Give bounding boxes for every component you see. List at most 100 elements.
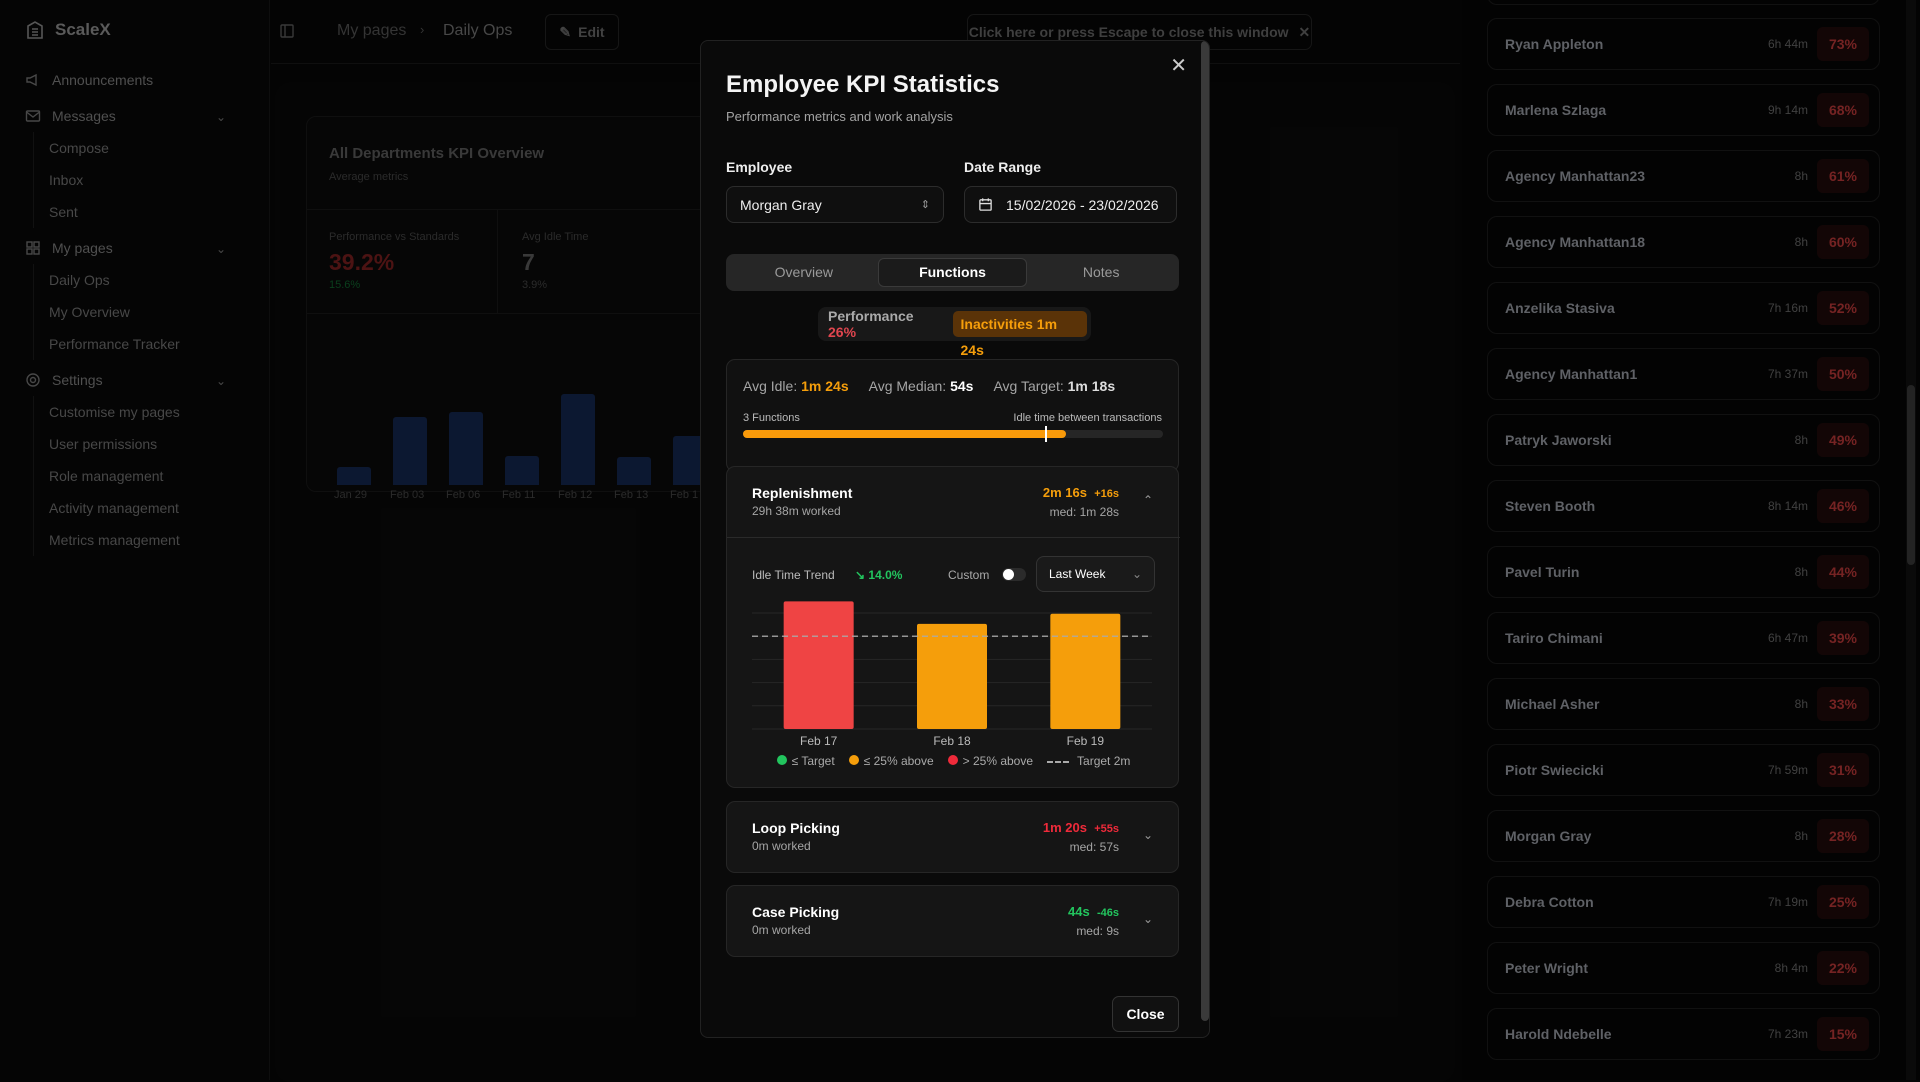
background-bar [561,394,595,485]
sidebar-item-my-overview[interactable]: My Overview [49,304,130,320]
list-item[interactable]: Anzelika Stasiva 7h 16m 52% [1487,282,1880,334]
chart-bar[interactable] [1050,613,1121,729]
performance-badge: 73% [1817,27,1869,61]
divider [33,396,34,556]
kpi-overview-card: All Departments KPI Overview Average met… [306,116,727,501]
close-icon[interactable]: ✕ [1170,55,1187,77]
idle-trend-label: Idle Time Trend [752,568,835,582]
background-bar [449,412,483,485]
function-header[interactable]: Replenishment 29h 38m worked 2m 16s +16s m… [752,485,1153,519]
chevron-down-icon[interactable]: ⌄ [216,110,227,124]
performance-badge: 61% [1817,159,1869,193]
employee-time: 8h [1794,565,1808,579]
view-toggle: Performance 26% Inactivities 1m 24s [818,307,1091,358]
breadcrumb-separator-icon: › [420,22,425,37]
performance-toggle[interactable]: Performance 26% [828,308,914,340]
list-item[interactable]: Agency Manhattan23 8h 61% [1487,150,1880,202]
employee-time: 7h 16m [1767,301,1808,315]
chevron-down-icon[interactable]: ⌄ [216,374,227,388]
function-card-case-picking[interactable]: Case Picking 0m worked 44s -46s med: 9s ⌄ [726,885,1179,957]
employee-name: Morgan Gray [1505,828,1592,844]
sidebar-item-performance-tracker[interactable]: Performance Tracker [49,336,180,352]
sidebar-item-role-management[interactable]: Role management [49,468,164,484]
sidebar-item-inbox[interactable]: Inbox [49,172,84,188]
metric-change: 3.9% [522,279,548,291]
employee-time: 8h [1794,697,1808,711]
list-item[interactable]: Harold Ndebelle 7h 23m 15% [1487,1008,1880,1060]
sidebar-item-activity-management[interactable]: Activity management [49,500,179,516]
inactivities-toggle[interactable]: Inactivities 1m 24s [952,311,1087,358]
calendar-icon [979,198,992,211]
scrollbar-thumb[interactable] [1907,385,1915,565]
chart-bar[interactable] [783,601,854,729]
x-tick-label: Feb 17 [800,734,838,748]
sidebar-item-settings[interactable]: Settings [25,372,103,388]
close-button[interactable]: Close [1112,996,1179,1032]
function-card-loop-picking[interactable]: Loop Picking 0m worked 1m 20s +55s med: 57… [726,801,1179,873]
period-select[interactable]: Last Week ⌄ [1036,556,1155,592]
employee-name: Michael Asher [1505,696,1600,712]
list-item[interactable]: Michael Asher 8h 33% [1487,678,1880,730]
metric-change: 15.6% [329,279,361,291]
list-item[interactable]: Patryk Jaworski 8h 49% [1487,414,1880,466]
sidebar-item-messages[interactable]: Messages [25,108,116,124]
list-item[interactable]: Pavel Turin 8h 44% [1487,546,1880,598]
sidebar-item-customise[interactable]: Customise my pages [49,404,180,420]
list-item[interactable]: Peter Wright 8h 4m 22% [1487,942,1880,994]
sidebar-toggle-icon[interactable] [279,23,295,39]
employee-time: 7h 23m [1767,1027,1808,1041]
list-item[interactable]: Piotr Swiecicki 7h 59m 31% [1487,744,1880,796]
chevron-down-icon[interactable]: ⌄ [216,242,227,256]
function-card-replenishment: Replenishment 29h 38m worked 2m 16s +16s m… [726,466,1180,788]
legend-item: > 25% above [947,754,1033,768]
sidebar-item-my-pages[interactable]: My pages [25,240,113,256]
legend-item: Target 2m [1047,754,1130,768]
employee-time: 7h 59m [1767,763,1808,777]
tab-notes[interactable]: Notes [1082,264,1120,280]
chart-legend: ≤ Target ≤ 25% above > 25% above Target … [727,754,1180,768]
list-item[interactable]: Agency Manhattan1 7h 37m 50% [1487,348,1880,400]
background-bar-label: Feb 03 [390,489,425,501]
employee-name: Piotr Swiecicki [1505,762,1604,778]
tab-functions[interactable]: Functions [877,258,1028,287]
list-item[interactable]: Ryan Appleton 6h 44m 73% [1487,18,1880,70]
performance-badge: 46% [1817,489,1869,523]
edit-button[interactable]: ✎ Edit [545,14,619,50]
list-item[interactable]: Agency Manhattan18 8h 60% [1487,216,1880,268]
background-bar-label: Feb 06 [446,489,481,501]
tab-overview[interactable]: Overview [774,264,834,280]
employee-time: 9h 14m [1767,103,1808,117]
employee-time: 8h 14m [1767,499,1808,513]
employee-select[interactable]: Morgan Gray ⇕ [726,186,944,223]
sidebar-item-compose[interactable]: Compose [49,140,109,156]
list-item[interactable]: Marlena Szlaga 9h 14m 68% [1487,84,1880,136]
idle-time-chart: Feb 17 Feb 18 Feb 19 [752,601,1152,748]
list-item[interactable]: Debra Cotton 7h 19m 25% [1487,876,1880,928]
chevron-down-icon[interactable]: ⌄ [1142,912,1153,926]
date-range-picker[interactable]: 15/02/2026 - 23/02/2026 [964,186,1177,223]
employee-time: 6h 44m [1767,37,1808,51]
app-logo[interactable]: ScaleX [25,20,111,40]
date-range-label: Date Range [964,159,1042,175]
breadcrumb-my-pages[interactable]: My pages [337,22,407,39]
list-item[interactable]: Tariro Chimani 6h 47m 39% [1487,612,1880,664]
sidebar-item-sent[interactable]: Sent [49,204,78,220]
employee-time: 8h [1794,169,1808,183]
chart-bar[interactable] [917,623,987,729]
building-icon [27,21,43,39]
sidebar-item-user-permissions[interactable]: User permissions [49,436,158,452]
list-item[interactable]: Steven Booth 8h 14m 46% [1487,480,1880,532]
custom-toggle[interactable] [1002,568,1026,581]
modal-scrollbar[interactable] [1201,41,1209,1021]
metric-value: 7 [522,249,535,275]
sidebar-item-announcements[interactable]: Announcements [25,72,153,88]
chevron-up-icon[interactable]: ⌃ [1142,493,1153,507]
chevron-down-icon[interactable]: ⌄ [1142,828,1153,842]
chevron-down-icon: ⌄ [1131,567,1142,581]
sidebar-item-daily-ops[interactable]: Daily Ops [49,272,110,288]
sidebar-item-metrics-management[interactable]: Metrics management [49,532,180,548]
target-marker [1045,426,1048,442]
performance-badge: 44% [1817,555,1869,589]
employee-time: 6h 47m [1767,631,1808,645]
list-item[interactable]: Morgan Gray 8h 28% [1487,810,1880,862]
